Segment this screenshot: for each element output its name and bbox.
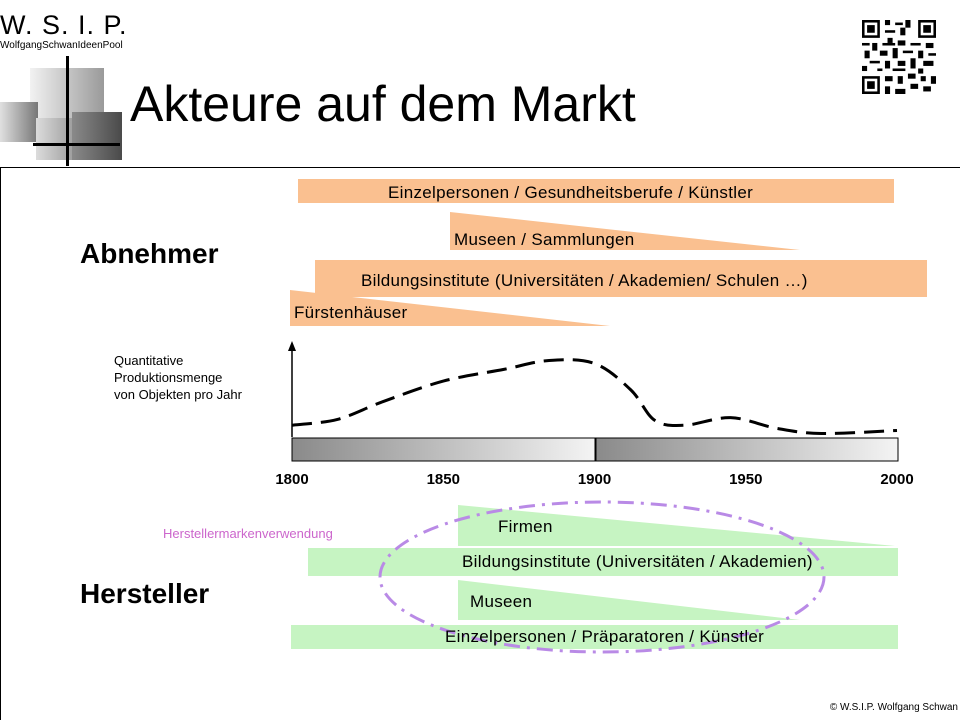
producer-label-museums: Museen: [470, 592, 533, 611]
timeline-bar-first-half: [291, 437, 596, 462]
frame-left-line: [0, 167, 1, 720]
y-axis-label-line: Produktionsmenge: [114, 370, 223, 385]
logo-square: [72, 112, 122, 160]
x-tick-label: 1950: [729, 471, 763, 488]
buyer-bar-princely-houses: [290, 290, 610, 326]
buyer-bar-museums: [450, 212, 800, 250]
y-axis-arrow-icon: [288, 341, 296, 351]
buyer-label-princely-houses: Fürstenhäuser: [294, 303, 408, 322]
buyer-label-individuals: Einzelpersonen / Gesundheitsberufe / Kün…: [388, 183, 754, 202]
buyer-bar-education: [315, 260, 927, 297]
brand-usage-label: Herstellermarkenverwendung: [163, 526, 333, 541]
y-axis-label-line: von Objekten pro Jahr: [114, 387, 242, 402]
producer-label-individuals: Einzelpersonen / Präparatoren / Künstler: [445, 627, 765, 646]
producer-label-education: Bildungsinstitute (Universitäten / Akade…: [462, 552, 813, 571]
logo-title: W. S. I. P.: [0, 10, 128, 40]
frame-top-line: [0, 167, 960, 168]
timeline-bar-second-half: [595, 437, 899, 462]
x-tick-label: 1850: [426, 471, 460, 488]
buyer-label-education: Bildungsinstitute (Universitäten / Akade…: [361, 271, 808, 290]
buyer-label-museums: Museen / Sammlungen: [454, 230, 635, 249]
x-tick-label: 2000: [880, 471, 914, 488]
slide-title: Akteure auf dem Markt: [130, 76, 636, 132]
production-trend-line: [291, 358, 898, 436]
producer-bar-individuals: [291, 625, 898, 649]
y-axis-label: Quantitative Produktionsmenge von Objekt…: [114, 352, 242, 403]
x-tick-label: 1900: [577, 471, 612, 488]
qr-code-icon: [862, 20, 936, 94]
producer-bar-education: [308, 548, 898, 576]
section-label-producers: Hersteller: [80, 578, 210, 609]
y-axis-label-line: Quantitative: [114, 353, 184, 368]
buyer-bar-individuals: [298, 179, 894, 203]
logo-hline: [33, 143, 120, 146]
producer-bar-museums: [458, 580, 800, 620]
logo-square: [0, 102, 38, 142]
logo-subtitle: WolfgangSchwanIdeenPool: [0, 40, 123, 51]
section-label-buyers: Abnehmer: [80, 238, 219, 269]
producer-label-companies: Firmen: [498, 517, 553, 536]
copyright-note: © W.S.I.P. Wolfgang Schwan: [829, 702, 958, 713]
logo-vline: [66, 56, 69, 166]
brand-usage-ellipse: [378, 500, 826, 654]
x-tick-label: 1800: [275, 471, 309, 488]
